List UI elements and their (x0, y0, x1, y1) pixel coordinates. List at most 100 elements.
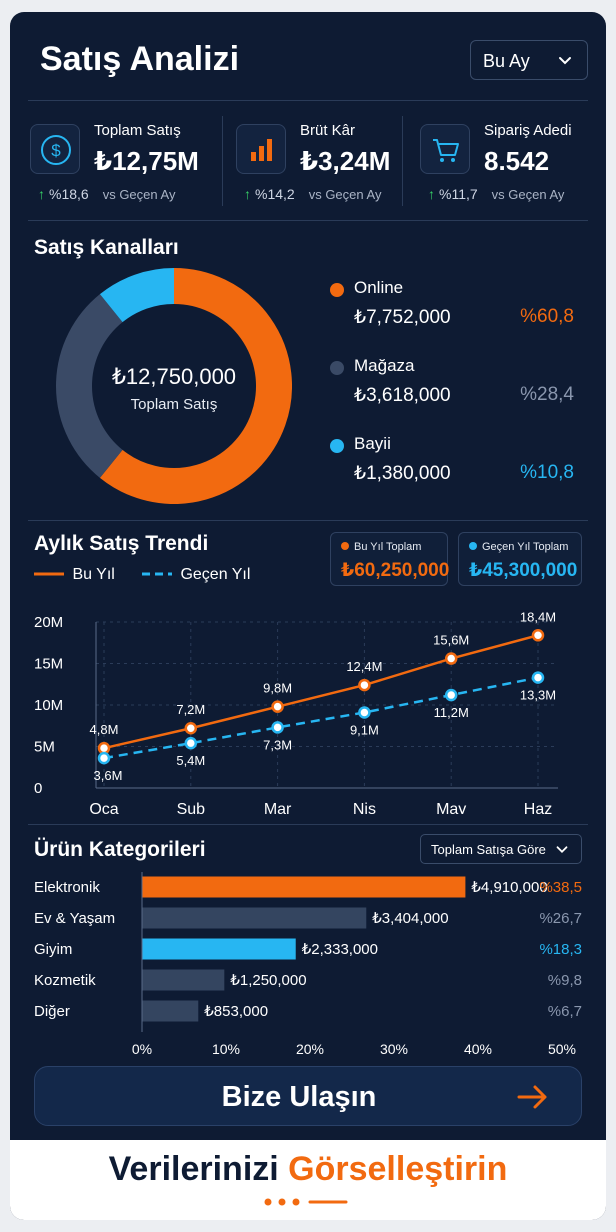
data-point (184, 736, 198, 750)
x-tick-label: 40% (464, 1041, 492, 1057)
data-label: 12,4M (346, 659, 382, 674)
x-tick-label: Şub (177, 801, 206, 814)
channel-amount: ₺3,618,000 (354, 385, 451, 406)
y-tick-label: 10M (34, 697, 63, 714)
legend-dot (330, 283, 344, 297)
data-label: 9,1M (350, 722, 379, 737)
category-name: Elektronik (34, 879, 100, 896)
kpi-label: Brüt Kâr (300, 122, 356, 139)
dashboard-frame: Satış Analizi Bu Ay $ Toplam Satış ₺12,7… (10, 12, 606, 1220)
category-name: Giyim (34, 941, 72, 958)
category-share: %26,7 (539, 910, 582, 927)
y-tick-label: 15M (34, 656, 63, 673)
data-label: 7,3M (263, 737, 292, 752)
kpi-order-count: Sipariş Adedi 8.542 ↑ %11,7 vs Geçen Ay (420, 118, 600, 214)
dots-decoration (264, 1198, 348, 1206)
footer-banner: Verilerinizi Görselleştirin (10, 1140, 606, 1220)
legend-dot (341, 542, 349, 550)
x-tick-label: 10% (212, 1041, 240, 1057)
arrow-up-icon: ↑ (244, 186, 251, 202)
data-point (271, 700, 284, 713)
kpi-label: Sipariş Adedi (484, 122, 572, 139)
contact-button[interactable]: Bize Ulaşın (34, 1066, 582, 1126)
category-name: Ev & Yaşam (34, 910, 115, 927)
data-point (444, 652, 458, 665)
x-tick-label: Oca (89, 801, 118, 814)
total-value: ₺60,250,000 (341, 560, 450, 581)
series-line-0 (103, 634, 539, 750)
bar-chart-icon (236, 124, 286, 174)
donut-total-value: ₺12,750,000 (111, 364, 237, 389)
chevron-down-icon (559, 57, 571, 65)
data-point (97, 741, 111, 755)
legend-line-dashed (142, 572, 172, 576)
category-bar (142, 938, 296, 960)
arrow-up-icon: ↑ (428, 186, 435, 202)
data-label: 15,6M (433, 633, 469, 648)
channel-amount: ₺7,752,000 (354, 307, 451, 328)
contact-button-label: Bize Ulaşın (221, 1081, 377, 1113)
donut-center: ₺12,750,000 Toplam Satış (56, 364, 292, 413)
divider (402, 116, 403, 206)
total-this-year-card: Bu Yıl Toplam ₺60,250,000 (330, 532, 450, 586)
kpi-compare-label: vs Geçen Ay (308, 187, 382, 202)
data-label: 4,8M (90, 722, 119, 737)
legend-dot (469, 542, 477, 550)
category-share: %38,5 (539, 879, 582, 896)
x-tick-label: Haz (524, 801, 552, 814)
channel-name: Online (354, 278, 404, 297)
series-line-1 (103, 676, 539, 760)
y-tick-label: 20M (34, 614, 63, 631)
x-tick-label: Nis (353, 801, 376, 814)
period-select[interactable]: Bu Ay (470, 40, 588, 80)
data-point (97, 751, 111, 765)
kpi-change: ↑ %11,7 vs Geçen Ay (428, 186, 564, 202)
category-share: %9,8 (548, 972, 582, 989)
period-value: Bu Ay (483, 51, 530, 71)
data-point (358, 706, 371, 719)
category-amount: ₺3,404,000 (372, 910, 448, 927)
cart-icon (420, 124, 470, 174)
category-bar (142, 1000, 199, 1022)
channel-share: %28,4 (520, 384, 574, 405)
footer-title-part1: Verilerinizi (108, 1150, 279, 1188)
category-name: Kozmetik (34, 972, 96, 989)
chevron-down-icon (556, 846, 568, 853)
channel-share: %60,8 (520, 306, 574, 327)
dollar-icon: $ (30, 124, 80, 174)
legend-last-year: Geçen Yıl (142, 566, 250, 584)
kpi-change-value: %18,6 (49, 186, 89, 202)
data-point (444, 688, 458, 702)
channels-donut-chart (56, 268, 292, 504)
x-tick-label: 20% (296, 1041, 324, 1057)
channel-share: %10,8 (520, 462, 574, 483)
divider (28, 824, 588, 825)
divider (28, 220, 588, 221)
divider (28, 100, 588, 101)
kpi-value: ₺12,75M (94, 146, 199, 176)
category-bar (142, 876, 466, 898)
header: Satış Analizi Bu Ay (10, 12, 606, 100)
x-tick-label: 50% (548, 1041, 576, 1057)
sort-select[interactable]: Toplam Satışa Göre (420, 834, 582, 864)
channel-name: Mağaza (354, 356, 415, 375)
data-label: 3,6M (94, 768, 123, 783)
divider (28, 520, 588, 521)
total-value: ₺45,300,000 (469, 560, 578, 581)
channel-amount: ₺1,380,000 (354, 463, 451, 484)
data-point (271, 721, 284, 734)
data-label: 18,4M (520, 609, 556, 624)
kpi-value: 8.542 (484, 146, 550, 176)
channels-title: Satış Kanalları (34, 236, 179, 259)
arrow-right-icon (517, 1085, 547, 1109)
kpi-change: ↑ %18,6 vs Geçen Ay (38, 186, 175, 202)
category-name: Diğer (34, 1003, 70, 1020)
kpi-change-value: %14,2 (255, 186, 295, 202)
data-label: 5,4M (176, 753, 205, 768)
data-label: 9,8M (263, 681, 292, 696)
total-label: Bu Yıl Toplam (354, 541, 422, 553)
donut-total-label: Toplam Satış (130, 396, 218, 413)
legend-label: Geçen Yıl (180, 566, 251, 583)
data-label: 7,2M (176, 702, 205, 717)
y-tick-label: 0 (34, 780, 42, 797)
